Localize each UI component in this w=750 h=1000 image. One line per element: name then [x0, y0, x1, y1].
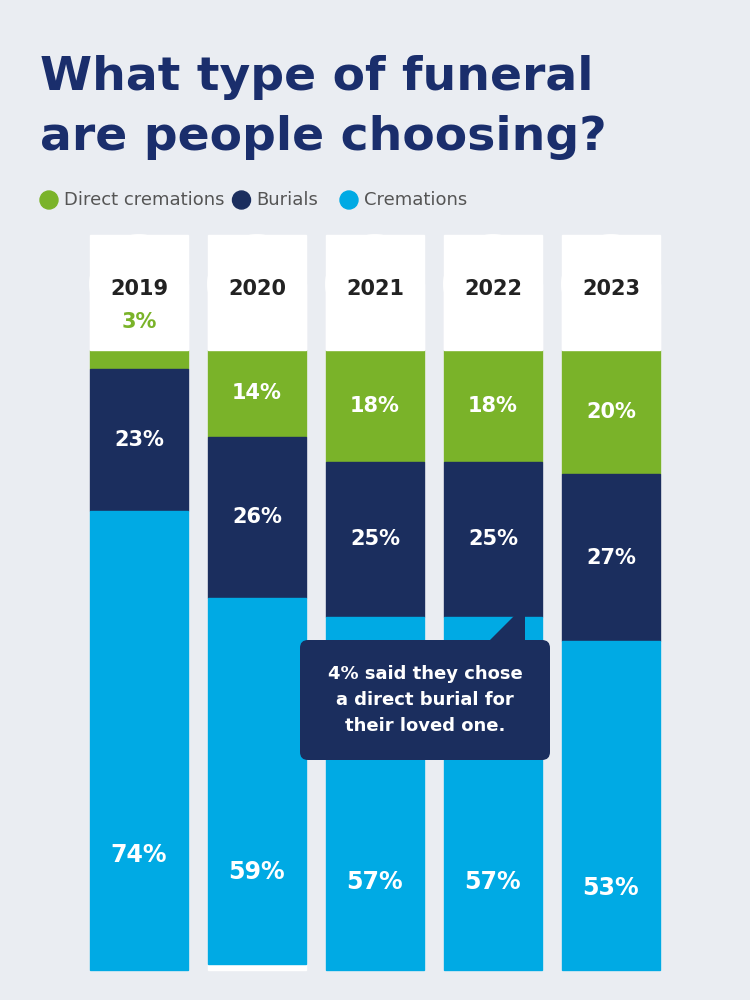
Bar — [562, 350, 660, 474]
Text: Direct cremations: Direct cremations — [64, 191, 224, 209]
Ellipse shape — [90, 235, 188, 333]
Bar — [90, 350, 188, 369]
Text: 3%: 3% — [122, 312, 157, 332]
Polygon shape — [490, 605, 525, 640]
Bar — [326, 284, 424, 970]
Circle shape — [340, 191, 358, 209]
Bar — [444, 284, 542, 970]
Bar — [90, 511, 188, 970]
FancyBboxPatch shape — [300, 640, 550, 760]
Text: 53%: 53% — [583, 876, 639, 900]
Text: Burials: Burials — [256, 191, 318, 209]
Bar — [444, 462, 542, 617]
Ellipse shape — [562, 235, 660, 333]
Text: 2020: 2020 — [228, 279, 286, 299]
Text: 57%: 57% — [346, 870, 404, 894]
Bar — [326, 235, 424, 350]
Text: are people choosing?: are people choosing? — [40, 115, 607, 160]
Text: 2022: 2022 — [464, 279, 522, 299]
Bar — [562, 641, 660, 970]
Text: 20%: 20% — [586, 402, 636, 422]
Text: 25%: 25% — [468, 529, 518, 549]
Ellipse shape — [444, 235, 542, 333]
Text: 4% said they chose
a direct burial for
their loved one.: 4% said they chose a direct burial for t… — [328, 665, 522, 735]
Bar — [90, 235, 188, 350]
Circle shape — [232, 191, 250, 209]
Text: 57%: 57% — [465, 870, 521, 894]
Ellipse shape — [326, 235, 424, 333]
Bar — [326, 617, 424, 970]
Text: 74%: 74% — [111, 843, 167, 867]
Text: 26%: 26% — [232, 507, 282, 527]
Bar — [208, 437, 306, 598]
Ellipse shape — [208, 235, 306, 333]
Bar — [90, 284, 188, 970]
Text: 23%: 23% — [114, 430, 164, 450]
Text: What type of funeral: What type of funeral — [40, 55, 593, 100]
Bar — [208, 284, 306, 970]
Text: 27%: 27% — [586, 548, 636, 568]
Bar — [562, 235, 660, 350]
Bar — [326, 350, 424, 462]
Text: Cremations: Cremations — [364, 191, 467, 209]
Bar — [562, 474, 660, 641]
Text: 18%: 18% — [350, 396, 400, 416]
Text: 59%: 59% — [229, 860, 285, 884]
Bar — [444, 235, 542, 350]
Bar — [444, 350, 542, 462]
Ellipse shape — [90, 235, 188, 333]
Circle shape — [40, 191, 58, 209]
Bar — [208, 235, 306, 350]
Text: 18%: 18% — [468, 396, 518, 416]
Bar — [208, 598, 306, 964]
Bar — [90, 369, 188, 511]
Bar — [444, 617, 542, 970]
Ellipse shape — [208, 235, 306, 333]
Ellipse shape — [562, 235, 660, 333]
Text: 2019: 2019 — [110, 279, 168, 299]
Ellipse shape — [444, 235, 542, 333]
Bar — [326, 462, 424, 617]
Text: 2023: 2023 — [582, 279, 640, 299]
Text: 25%: 25% — [350, 529, 400, 549]
Text: 14%: 14% — [232, 383, 282, 403]
Text: 2021: 2021 — [346, 279, 404, 299]
Bar — [208, 350, 306, 437]
Ellipse shape — [326, 235, 424, 333]
Bar — [562, 284, 660, 970]
